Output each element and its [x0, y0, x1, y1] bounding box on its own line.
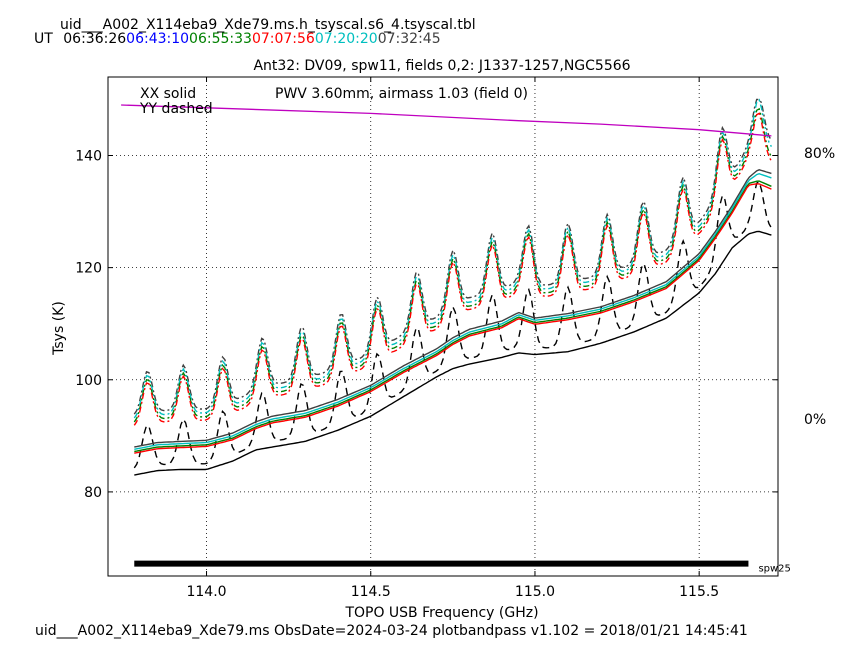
legend-yy: YY dashed	[139, 101, 213, 117]
footer-text: uid___A002_X114eba9_Xde79.ms ObsDate=202…	[35, 623, 748, 639]
plot-area: 114.0 114.5 115.0 115.5 80 100 120 140 spw25	[75, 76, 791, 600]
x-tick-label: 115.5	[679, 584, 719, 600]
pwv-right-axis-bottom: 0%	[804, 412, 826, 428]
y-tick-label: 100	[75, 373, 102, 389]
ut-time-4: 07:07:56	[252, 31, 315, 47]
ut-time-5: 07:20:20	[315, 31, 378, 47]
x-tick-label: 114.0	[186, 584, 226, 600]
header-ut-times: UT 06:36:2606:43:1006:55:3307:07:5607:20…	[34, 31, 441, 47]
xx-series-line	[134, 180, 772, 453]
xx-series-line	[134, 183, 772, 454]
header-filename: uid___A002_X114eba9_Xde79.ms.h_tsyscal.s…	[60, 17, 476, 33]
ut-label: UT	[34, 31, 53, 47]
plot-frame	[107, 76, 779, 577]
y-tick-label: 140	[75, 148, 102, 164]
pwv-label: PWV 3.60mm, airmass 1.03 (field 0)	[275, 86, 528, 102]
legend-xx: XX solid	[140, 86, 196, 102]
y-axis-label: Tsys (K)	[51, 301, 67, 356]
x-axis-label: TOPO USB Frequency (GHz)	[344, 605, 538, 621]
ut-time-3: 06:55:33	[189, 31, 252, 47]
ut-time-2: 06:43:10	[126, 31, 189, 47]
chart-title: Ant32: DV09, spw11, fields 0,2: J1337-12…	[253, 58, 630, 74]
ut-time-6: 07:32:45	[378, 31, 441, 47]
xx-series-line	[134, 169, 772, 448]
ut-time-1: 06:36:26	[63, 31, 126, 47]
xx-series-line	[134, 172, 772, 450]
yy-series-line	[133, 112, 773, 426]
xx-series-line	[134, 230, 772, 476]
y-tick-label: 120	[75, 261, 102, 277]
yy-series-line	[133, 180, 773, 469]
pwv-right-axis-top: 80%	[804, 146, 835, 162]
y-tick-label: 80	[84, 485, 102, 501]
x-tick-label: 115.0	[515, 584, 555, 600]
x-tick-label: 114.5	[351, 584, 391, 600]
spw-bar-label: spw25	[758, 564, 790, 575]
pwv-transmission-line	[121, 104, 772, 137]
yy-series-line	[133, 98, 773, 419]
